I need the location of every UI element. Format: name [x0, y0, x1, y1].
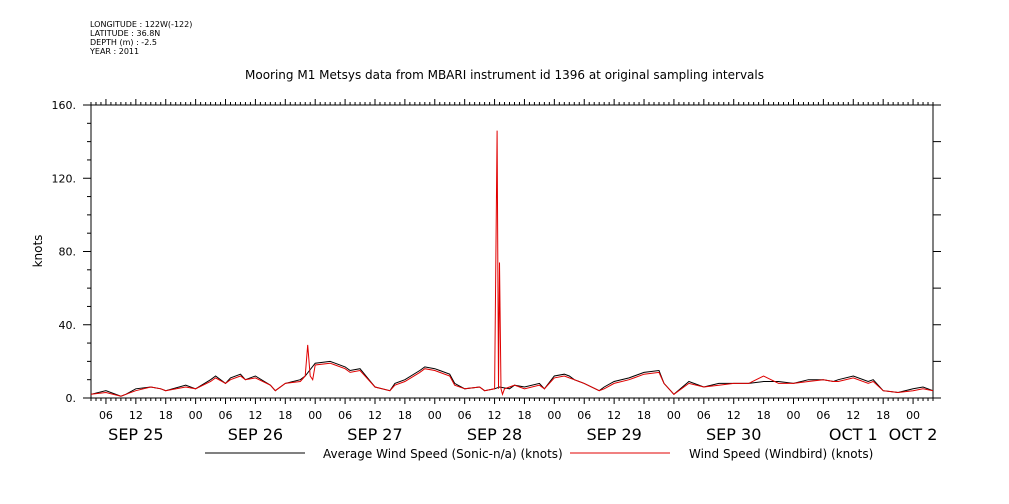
y-tick-label: 40.	[59, 319, 77, 332]
x-tick-label: 18	[637, 409, 651, 422]
y-tick-label: 160.	[52, 99, 77, 112]
x-tick-label: 06	[338, 409, 352, 422]
x-tick-label: 00	[786, 409, 800, 422]
x-tick-label: 12	[727, 409, 741, 422]
y-axis-label: knots	[31, 235, 45, 268]
y-tick-label: 0.	[66, 392, 77, 405]
depth-label: DEPTH (m) : -2.5	[90, 38, 157, 47]
x-tick-label: 06	[577, 409, 591, 422]
x-day-label: SEP 28	[467, 425, 522, 444]
metadata-block: LONGITUDE : 122W(-122) LATITUDE : 36.8N …	[90, 20, 192, 56]
x-tick-label: 18	[876, 409, 890, 422]
x-tick-label: 00	[667, 409, 681, 422]
x-tick-label: 00	[308, 409, 322, 422]
x-tick-label: 18	[159, 409, 173, 422]
x-tick-label: 12	[488, 409, 502, 422]
longitude-label: LONGITUDE : 122W(-122)	[90, 20, 193, 29]
legend-label: Average Wind Speed (Sonic-n/a) (knots)	[323, 447, 563, 461]
x-tick-label: 06	[816, 409, 830, 422]
x-tick-label: 12	[846, 409, 860, 422]
x-day-label: SEP 26	[228, 425, 283, 444]
x-tick-label: 18	[278, 409, 292, 422]
x-tick-label: 12	[129, 409, 143, 422]
x-day-label: SEP 25	[108, 425, 163, 444]
x-day-label: OCT 1	[829, 425, 878, 444]
x-tick-label: 06	[219, 409, 233, 422]
x-tick-label: 12	[368, 409, 382, 422]
x-tick-label: 18	[517, 409, 531, 422]
x-tick-label: 00	[547, 409, 561, 422]
x-tick-label: 00	[906, 409, 920, 422]
x-tick-label: 00	[189, 409, 203, 422]
y-tick-label: 80.	[59, 246, 77, 259]
x-day-label: SEP 30	[706, 425, 761, 444]
x-tick-label: 06	[697, 409, 711, 422]
x-tick-label: 18	[398, 409, 412, 422]
chart-title: Mooring M1 Metsys data from MBARI instru…	[245, 68, 764, 82]
x-tick-label: 12	[248, 409, 262, 422]
x-tick-label: 00	[428, 409, 442, 422]
x-tick-label: 06	[99, 409, 113, 422]
y-tick-label: 120.	[52, 172, 77, 185]
year-label: YEAR : 2011	[90, 47, 140, 56]
x-tick-label: 18	[757, 409, 771, 422]
x-day-label: SEP 29	[586, 425, 641, 444]
x-day-label: OCT 2	[889, 425, 938, 444]
legend-label: Wind Speed (Windbird) (knots)	[689, 447, 873, 461]
x-tick-label: 12	[607, 409, 621, 422]
plot-frame	[90, 104, 934, 399]
x-tick-label: 06	[458, 409, 472, 422]
x-day-label: SEP 27	[347, 425, 402, 444]
latitude-label: LATITUDE : 36.8N	[90, 29, 161, 38]
series-line-windbird-wind-speed	[90, 130, 934, 397]
